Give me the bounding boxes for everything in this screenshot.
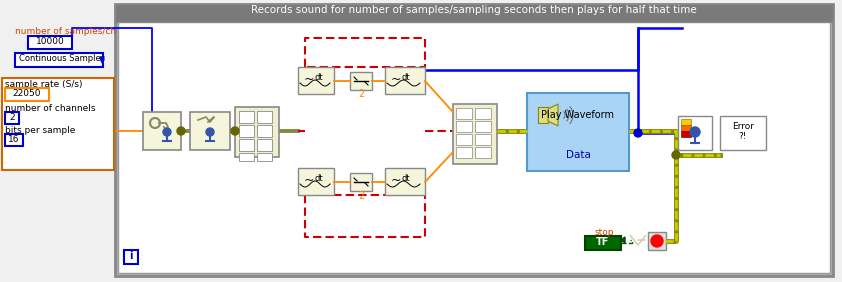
- Text: 2: 2: [358, 89, 364, 99]
- Text: 2: 2: [9, 113, 15, 122]
- Circle shape: [672, 151, 680, 159]
- Text: Continuous Samples: Continuous Samples: [19, 54, 105, 63]
- Circle shape: [634, 129, 642, 137]
- Circle shape: [163, 128, 171, 136]
- Bar: [115, 4, 833, 22]
- Bar: [681, 131, 691, 137]
- Bar: [235, 107, 279, 157]
- Bar: [118, 21, 830, 273]
- Text: ~: ~: [391, 73, 402, 86]
- Text: sample rate (S/s): sample rate (S/s): [5, 80, 83, 89]
- Polygon shape: [100, 57, 104, 63]
- Bar: [115, 4, 833, 276]
- Bar: [681, 125, 691, 131]
- Bar: [456, 121, 472, 132]
- Bar: [257, 139, 272, 151]
- Bar: [28, 36, 72, 49]
- Text: 22050: 22050: [13, 89, 41, 98]
- Circle shape: [177, 127, 185, 135]
- Text: dt: dt: [315, 174, 323, 183]
- Bar: [5, 112, 19, 124]
- Circle shape: [231, 127, 239, 135]
- Circle shape: [651, 235, 663, 247]
- Bar: [190, 112, 230, 150]
- Text: Data: Data: [566, 150, 590, 160]
- Text: i: i: [130, 251, 133, 261]
- Text: 16: 16: [8, 135, 19, 144]
- Bar: [475, 108, 491, 119]
- Polygon shape: [548, 104, 558, 126]
- Text: dt: dt: [315, 73, 323, 82]
- Text: TF: TF: [596, 237, 610, 247]
- Text: ~: ~: [391, 174, 402, 187]
- Bar: [350, 173, 372, 191]
- Polygon shape: [621, 237, 625, 243]
- Bar: [239, 111, 254, 123]
- Bar: [2, 78, 114, 170]
- Text: dt: dt: [402, 174, 411, 183]
- Bar: [298, 67, 334, 94]
- Text: dt: dt: [402, 73, 411, 82]
- Bar: [585, 236, 621, 250]
- Bar: [648, 232, 666, 250]
- Bar: [385, 168, 425, 195]
- Bar: [475, 121, 491, 132]
- Text: ~: ~: [304, 73, 315, 86]
- Circle shape: [206, 128, 214, 136]
- Text: Error: Error: [732, 122, 754, 131]
- Bar: [475, 147, 491, 158]
- Text: stop: stop: [594, 228, 614, 237]
- Text: Records sound for number of samples/sampling seconds then plays for half that ti: Records sound for number of samples/samp…: [251, 5, 697, 15]
- Bar: [720, 116, 766, 150]
- Bar: [527, 93, 629, 171]
- Bar: [239, 139, 254, 151]
- Bar: [456, 108, 472, 119]
- Text: Play Waveform: Play Waveform: [541, 110, 615, 120]
- Bar: [124, 250, 138, 264]
- Text: 2: 2: [358, 191, 364, 201]
- Bar: [538, 107, 548, 123]
- Bar: [143, 112, 181, 150]
- Text: 10000: 10000: [35, 37, 64, 46]
- Text: bits per sample: bits per sample: [5, 126, 76, 135]
- Text: number of samples/ch: number of samples/ch: [15, 27, 116, 36]
- Text: ?!: ?!: [738, 132, 747, 141]
- Text: number of channels: number of channels: [5, 104, 95, 113]
- Bar: [5, 134, 23, 146]
- Bar: [239, 125, 254, 137]
- Bar: [681, 119, 691, 125]
- Bar: [15, 53, 103, 67]
- Bar: [5, 88, 49, 101]
- Bar: [475, 134, 491, 145]
- Bar: [298, 168, 334, 195]
- Bar: [257, 125, 272, 137]
- Bar: [456, 134, 472, 145]
- Bar: [239, 153, 254, 161]
- Bar: [456, 147, 472, 158]
- Bar: [453, 104, 497, 164]
- Text: ~: ~: [304, 174, 315, 187]
- Bar: [678, 116, 712, 150]
- Bar: [385, 67, 425, 94]
- Bar: [257, 153, 272, 161]
- Bar: [257, 111, 272, 123]
- Circle shape: [690, 127, 700, 137]
- Bar: [350, 72, 372, 90]
